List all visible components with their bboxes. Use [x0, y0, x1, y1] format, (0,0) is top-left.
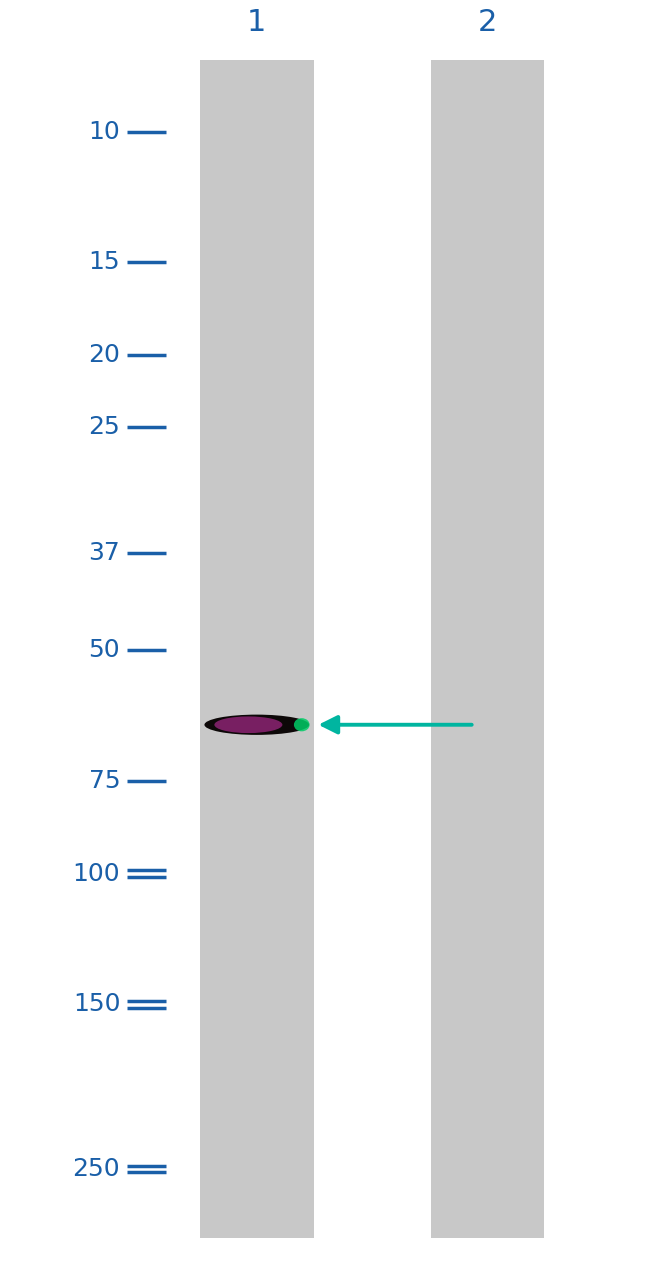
Text: 20: 20	[88, 343, 120, 367]
Text: 1: 1	[247, 8, 266, 37]
Text: 250: 250	[73, 1157, 120, 1181]
Bar	[430, 60, 545, 1238]
Text: 75: 75	[88, 768, 120, 792]
Text: 37: 37	[88, 541, 120, 565]
Text: 10: 10	[88, 119, 120, 144]
Text: 25: 25	[88, 415, 120, 439]
Bar	[200, 60, 313, 1238]
Text: 100: 100	[73, 861, 120, 885]
Ellipse shape	[214, 716, 282, 733]
Text: 150: 150	[73, 992, 120, 1016]
Text: 50: 50	[88, 639, 120, 662]
Ellipse shape	[294, 718, 309, 732]
Ellipse shape	[204, 715, 309, 735]
Text: 15: 15	[88, 250, 120, 274]
Text: 2: 2	[478, 8, 497, 37]
